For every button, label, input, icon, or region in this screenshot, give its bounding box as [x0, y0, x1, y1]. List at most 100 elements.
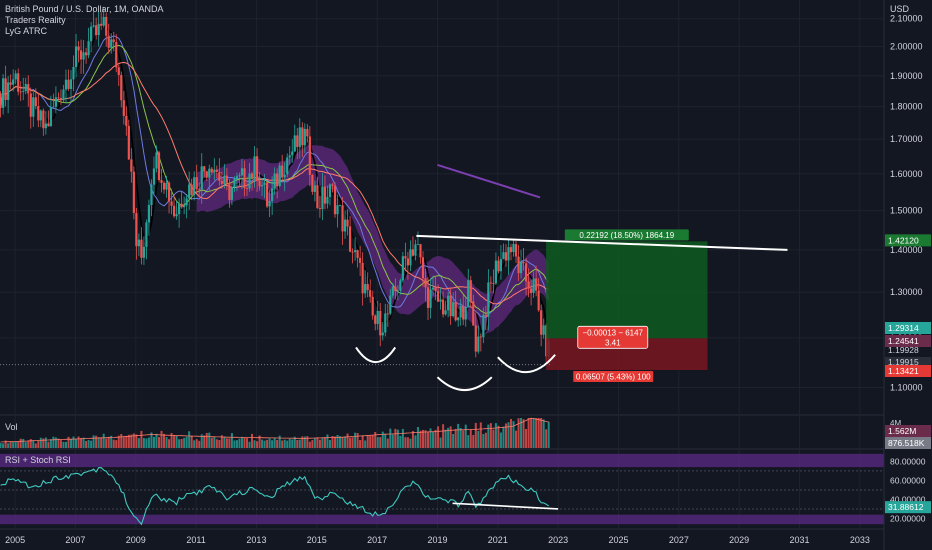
volume-bar — [248, 441, 251, 448]
candle-body — [326, 197, 329, 204]
price-tick-label: 1.30000 — [890, 287, 923, 297]
time-axis[interactable]: 2005 2007 2009 2011 2013 2015 2017 2019 2021 2023… — [5, 535, 870, 545]
volume-bar — [318, 439, 321, 448]
volume-bar — [354, 432, 357, 448]
volume-bar — [210, 437, 213, 448]
volume-bar — [409, 438, 412, 448]
volume-bar — [487, 424, 490, 448]
candle-body — [54, 97, 58, 107]
volume-bar — [203, 435, 206, 448]
candle-body — [492, 283, 495, 284]
volume-bar — [271, 440, 274, 448]
volume-bar — [218, 439, 221, 448]
volume-bar — [499, 432, 502, 448]
candle-body — [19, 91, 22, 93]
volume-bar — [532, 418, 535, 448]
candle-body — [509, 247, 513, 253]
volume-bar — [152, 436, 155, 448]
volume-bar — [472, 434, 475, 448]
candle-body — [225, 175, 228, 183]
target-price-tag-box — [885, 234, 931, 247]
volume-bar — [276, 439, 279, 448]
candle-body — [263, 182, 266, 186]
symbol-title[interactable]: British Pound / U.S. Dollar, 1M, OANDA — [5, 4, 164, 14]
candle-body — [238, 175, 241, 177]
candle-body — [411, 249, 415, 256]
volume-bar — [24, 442, 27, 448]
volume-bar — [293, 436, 296, 448]
candle-body — [62, 89, 65, 101]
volume-bar — [494, 423, 497, 448]
price-axis[interactable]: 1.100001.200001.300001.400001.500001.600… — [883, 0, 932, 550]
volume-bar — [75, 438, 78, 448]
indicator-lyg-atrc[interactable]: LyG ATRC — [5, 26, 48, 36]
volume-bar — [268, 438, 271, 448]
candle-body — [271, 188, 274, 201]
volume-pane-label[interactable]: Vol — [5, 422, 18, 432]
volume-bar — [34, 443, 37, 448]
volume-bar — [547, 421, 550, 448]
rsi-tick-label: 60.00000 — [890, 475, 926, 485]
candle-body — [52, 106, 55, 108]
candle-body — [228, 182, 231, 200]
candle-body — [348, 226, 352, 252]
volume-bar — [406, 437, 409, 448]
volume-bar — [542, 419, 545, 448]
volume-bar — [137, 438, 140, 448]
candle-body — [105, 16, 108, 36]
volume-bar — [303, 436, 306, 448]
volume-bar — [243, 437, 246, 448]
volume-bar — [120, 434, 123, 448]
candle-body — [343, 219, 347, 232]
candle-body — [130, 159, 133, 172]
volume-bar — [62, 441, 65, 448]
candle-body — [336, 205, 339, 215]
candle-body — [29, 93, 32, 117]
time-tick-label: 2019 — [427, 535, 447, 545]
pattern-arc — [497, 354, 556, 374]
price-tick-label: 2.00000 — [890, 42, 923, 52]
volume-bar — [188, 431, 191, 448]
candle-body — [472, 301, 475, 326]
rsi-pane-label[interactable]: RSI + Stoch RSI — [5, 455, 71, 465]
candle-body — [346, 219, 349, 227]
candle-body — [301, 127, 304, 146]
rsi-current-tag: 31.88612 — [888, 502, 924, 512]
volume-bar — [220, 435, 223, 448]
candle-body — [27, 84, 30, 94]
candle-body — [258, 180, 261, 187]
candle-body — [469, 280, 472, 302]
volume-bar — [381, 431, 384, 448]
volume-bar — [401, 428, 404, 448]
candle-body — [540, 310, 543, 335]
volume-bar — [115, 440, 118, 448]
volume-bar — [4, 440, 7, 448]
volume-bar — [424, 430, 427, 448]
chart-legend: British Pound / U.S. Dollar, 1M, OANDA T… — [5, 4, 164, 37]
candle-body — [7, 82, 10, 100]
volume-bar — [346, 433, 349, 448]
candle-body — [44, 123, 47, 129]
volume-bar — [366, 435, 369, 448]
price-tick-label: 1.70000 — [890, 134, 923, 144]
candle-body — [391, 286, 394, 296]
volume-bar — [251, 433, 254, 448]
volume-bar — [396, 429, 399, 448]
drawings-layer[interactable] — [0, 163, 788, 391]
volume-bar — [37, 440, 40, 448]
candle-body — [213, 169, 216, 173]
candle-body — [467, 280, 470, 308]
indicator-traders-reality[interactable]: Traders Reality — [5, 15, 66, 25]
candle-body — [394, 286, 397, 292]
volume-bar — [442, 424, 445, 448]
volume-bar — [225, 438, 228, 448]
price-tick-label: 1.10000 — [890, 382, 923, 392]
candle-body — [359, 257, 362, 263]
candle-body — [72, 66, 75, 80]
candle-body — [92, 25, 95, 27]
candle-body — [489, 282, 492, 284]
rsi-overbought-band — [0, 453, 884, 468]
candle-body — [188, 184, 191, 199]
long-position-tool[interactable]: 0.22192 (18.50%) 1864.19 −0.00013 − 61473… — [546, 229, 708, 383]
